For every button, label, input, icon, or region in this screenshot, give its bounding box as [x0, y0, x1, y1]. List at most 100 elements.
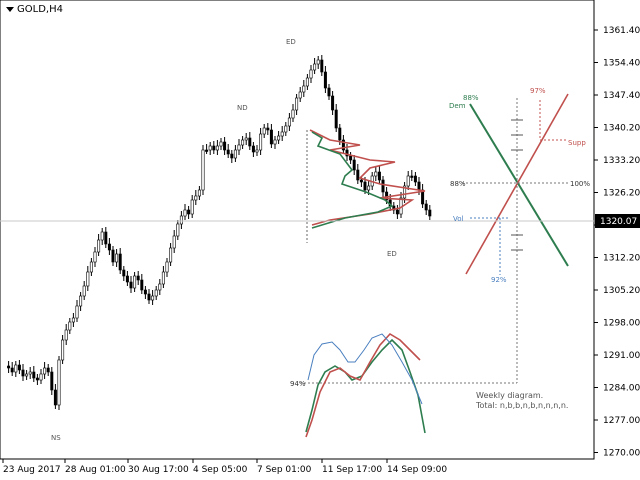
- candle-body: [46, 367, 50, 373]
- candle-body: [241, 139, 245, 146]
- candle-body: [201, 149, 205, 191]
- candle-body: [305, 77, 309, 87]
- candle-body: [359, 179, 363, 183]
- weekly-total-label: Total: n,b,b,n,b,n,n,n,n.: [475, 401, 568, 410]
- candle-body: [169, 247, 173, 263]
- candle-body: [363, 181, 367, 191]
- right-percent: 100%: [570, 180, 590, 188]
- demand-curve: [305, 338, 426, 434]
- price-tick-label: 1326.20: [603, 189, 640, 199]
- candle-body: [367, 185, 371, 191]
- candle-body: [406, 175, 410, 187]
- candle-body: [122, 269, 126, 277]
- candle-body: [97, 239, 101, 253]
- candle-body: [50, 371, 54, 391]
- dem-percent: 88%: [463, 94, 479, 102]
- candle-body: [158, 283, 162, 291]
- candle-body: [251, 145, 255, 153]
- candle-body: [381, 179, 385, 193]
- candle-body: [21, 369, 25, 377]
- candle-body: [136, 275, 140, 281]
- price-tick-label: 1333.20: [603, 156, 640, 166]
- candle-body: [248, 137, 252, 147]
- candle-body: [25, 373, 29, 377]
- candle-body: [111, 249, 115, 263]
- candle-body: [230, 153, 234, 159]
- candle-body: [320, 59, 324, 73]
- candle-body: [161, 271, 165, 285]
- candle-body: [82, 285, 86, 297]
- candle-body: [154, 289, 158, 297]
- candle-body: [147, 293, 151, 301]
- candle-body: [208, 145, 212, 151]
- candle-body: [107, 243, 111, 251]
- candle-body: [176, 223, 180, 237]
- time-tick-label: 11 Sep 17:00: [322, 465, 382, 475]
- candle-body: [403, 185, 407, 199]
- time-tick-label: 23 Aug 2017: [3, 465, 61, 475]
- time-tick-label: 30 Aug 17:00: [128, 465, 189, 475]
- candle-body: [32, 371, 36, 379]
- candle-body: [237, 144, 241, 151]
- diagram-overlay: [300, 93, 569, 438]
- candle-body: [194, 195, 198, 201]
- supp-label: Supp: [568, 139, 586, 147]
- candle-body: [151, 295, 155, 301]
- candle-body: [417, 181, 421, 191]
- candle-body: [287, 117, 291, 127]
- supp-percent: 97%: [530, 87, 546, 95]
- candle-body: [93, 251, 97, 263]
- candle-body: [266, 127, 270, 131]
- symbol-title[interactable]: GOLD,H4: [6, 4, 63, 15]
- price-tick-label: 1340.20: [603, 124, 640, 134]
- candle-body: [345, 149, 349, 157]
- chevron-down-icon[interactable]: [6, 7, 14, 12]
- demand-profile: [311, 131, 394, 229]
- candle-body: [334, 109, 338, 129]
- candle-body: [172, 235, 176, 249]
- time-tick-label: 14 Sep 09:00: [387, 465, 447, 475]
- candle-body: [183, 209, 187, 217]
- candle-body: [57, 359, 61, 406]
- price-tick-label: 1361.40: [603, 26, 640, 36]
- candle-body: [233, 149, 237, 159]
- candles: [7, 55, 432, 410]
- candle-body: [7, 365, 11, 369]
- candle-body: [277, 135, 281, 141]
- candle-body: [295, 97, 299, 111]
- candle-body: [68, 321, 72, 331]
- price-axis: 1361.40 1354.40 1347.40 1340.20 1333.20 1326.…: [0, 26, 640, 459]
- candle-body: [298, 91, 302, 99]
- candle-body: [28, 371, 32, 375]
- candle-body: [215, 145, 219, 151]
- bottom-percent: 94%: [290, 380, 306, 388]
- candle-body: [395, 209, 399, 215]
- price-tick-label: 1284.00: [603, 384, 640, 394]
- current-price-badge: [595, 214, 640, 228]
- weekly-diagram-label: Weekly diagram.: [476, 391, 543, 400]
- candle-body: [341, 139, 345, 151]
- candle-body: [316, 59, 320, 65]
- candle-body: [140, 279, 144, 291]
- time-axis: 23 Aug 2017 28 Aug 01:00 30 Aug 17:00 4 Sep…: [2, 459, 447, 475]
- supply-curve: [305, 332, 421, 438]
- price-tick-label: 1270.00: [603, 449, 640, 459]
- candle-body: [143, 289, 147, 295]
- candle-body: [79, 295, 83, 307]
- candle-body: [104, 231, 108, 245]
- candle-body: [377, 171, 381, 181]
- candle-body: [35, 377, 39, 381]
- candle-body: [352, 159, 356, 171]
- current-price-label: 1320.07: [600, 217, 637, 227]
- candle-body: [115, 253, 119, 263]
- candle-body: [424, 203, 428, 211]
- time-tick-label: 28 Aug 01:00: [65, 465, 126, 475]
- vol-label: Vol: [453, 215, 464, 223]
- candle-body: [212, 145, 216, 151]
- candle-body: [338, 127, 342, 141]
- candle-body: [223, 141, 227, 151]
- candle-body: [39, 373, 43, 381]
- candle-body: [89, 261, 93, 273]
